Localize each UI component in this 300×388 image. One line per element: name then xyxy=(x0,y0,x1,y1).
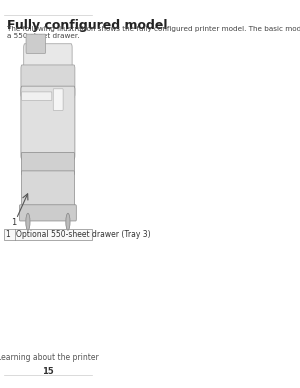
FancyBboxPatch shape xyxy=(21,152,74,175)
FancyBboxPatch shape xyxy=(21,86,75,159)
FancyBboxPatch shape xyxy=(24,44,72,74)
FancyBboxPatch shape xyxy=(22,92,52,100)
Text: Learning about the printer: Learning about the printer xyxy=(0,353,99,362)
Text: Optional 550-sheet drawer (Tray 3): Optional 550-sheet drawer (Tray 3) xyxy=(16,230,151,239)
Circle shape xyxy=(26,213,30,230)
FancyBboxPatch shape xyxy=(26,34,46,54)
Text: 15: 15 xyxy=(42,367,54,376)
Circle shape xyxy=(66,213,70,230)
Text: Fully configured model: Fully configured model xyxy=(7,19,167,32)
Text: The following illustration shows the fully configured printer model. The basic m: The following illustration shows the ful… xyxy=(7,26,300,40)
Text: 1: 1 xyxy=(6,230,10,239)
FancyBboxPatch shape xyxy=(21,65,75,98)
Bar xyxy=(4,229,92,240)
Text: 1: 1 xyxy=(11,218,16,227)
FancyBboxPatch shape xyxy=(53,89,63,111)
FancyBboxPatch shape xyxy=(21,171,74,210)
FancyBboxPatch shape xyxy=(20,205,76,221)
